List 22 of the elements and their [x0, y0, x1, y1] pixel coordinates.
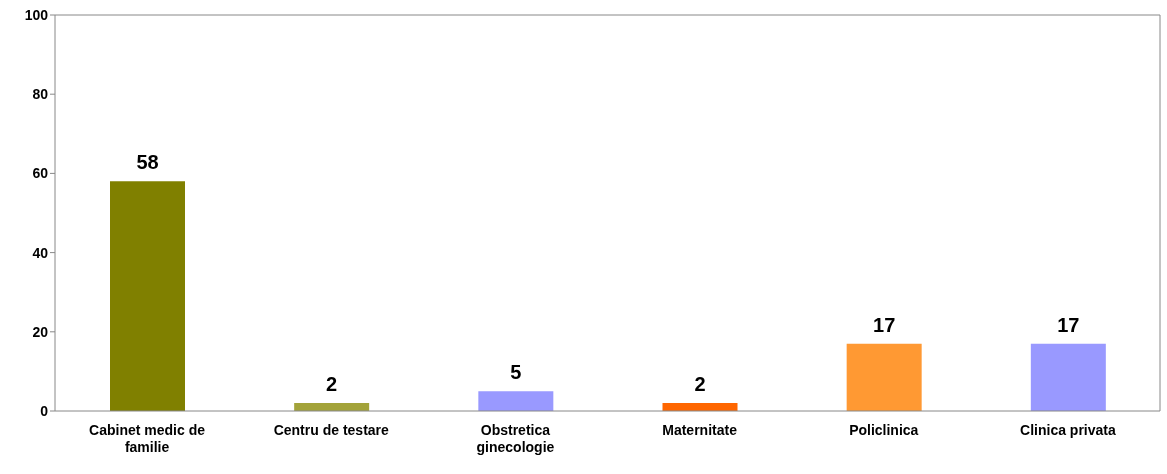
y-tick-label: 60 [32, 165, 49, 182]
x-tick-label: Obstretica ginecologie [476, 422, 555, 455]
data-label: 2 [326, 373, 338, 396]
bar [110, 181, 185, 411]
y-tick-label: 0 [40, 402, 49, 419]
x-tick-label: Centru de testare [273, 422, 390, 438]
data-label: 2 [694, 373, 706, 396]
x-tick-label: Maternitate [662, 422, 738, 438]
data-label: 58 [136, 151, 159, 174]
y-tick-label: 80 [32, 86, 49, 103]
bar [846, 343, 922, 411]
bar [478, 391, 554, 411]
y-tick-label: 40 [32, 244, 49, 261]
y-tick-label: 20 [32, 323, 49, 340]
data-label: 17 [873, 313, 896, 336]
x-tick-label: Policlinica [849, 422, 919, 438]
x-tick-label: Cabinet medic de familie [89, 422, 206, 455]
data-label: 5 [510, 361, 522, 384]
data-label: 17 [1057, 313, 1080, 336]
x-tick-label: Clinica privata [1020, 422, 1116, 438]
y-tick-label: 100 [24, 6, 49, 23]
bar [1030, 343, 1106, 411]
